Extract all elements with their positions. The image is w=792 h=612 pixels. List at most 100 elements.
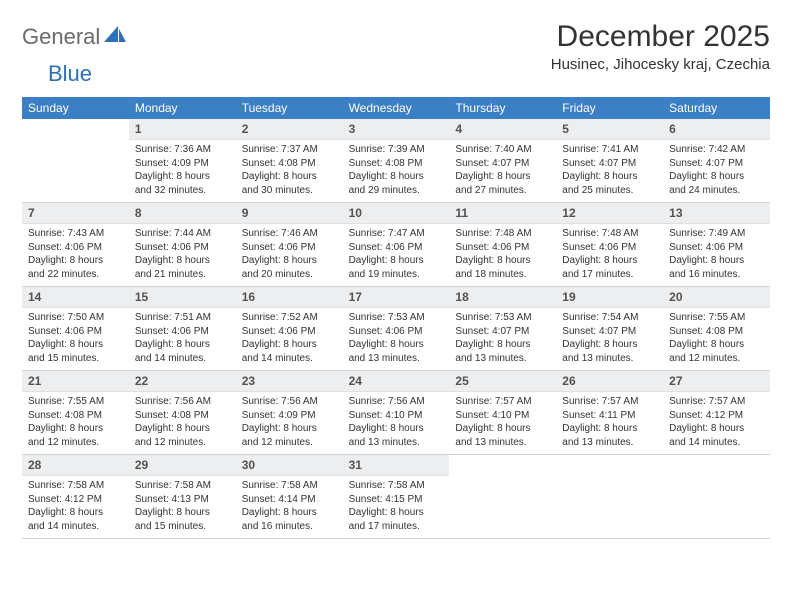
day-details: Sunrise: 7:56 AMSunset: 4:09 PMDaylight:… (236, 392, 343, 454)
sunset-line: Sunset: 4:15 PM (349, 493, 444, 507)
daylight-line-2: and 14 minutes. (242, 352, 337, 366)
empty-cell (663, 455, 770, 539)
daylight-line-2: and 16 minutes. (669, 268, 764, 282)
daylight-line-1: Daylight: 8 hours (135, 254, 230, 268)
day-number: 17 (343, 287, 450, 308)
daylight-line-1: Daylight: 8 hours (135, 506, 230, 520)
sunset-line: Sunset: 4:06 PM (135, 325, 230, 339)
daylight-line-1: Daylight: 8 hours (562, 338, 657, 352)
week-row: 14Sunrise: 7:50 AMSunset: 4:06 PMDayligh… (22, 287, 770, 371)
day-number: 21 (22, 371, 129, 392)
daylight-line-2: and 17 minutes. (562, 268, 657, 282)
day-number: 11 (449, 203, 556, 224)
daylight-line-2: and 14 minutes. (28, 520, 123, 534)
day-details: Sunrise: 7:47 AMSunset: 4:06 PMDaylight:… (343, 224, 450, 286)
day-details: Sunrise: 7:50 AMSunset: 4:06 PMDaylight:… (22, 308, 129, 370)
daylight-line-2: and 13 minutes. (455, 352, 550, 366)
day-cell: 19Sunrise: 7:54 AMSunset: 4:07 PMDayligh… (556, 287, 663, 371)
day-cell: 5Sunrise: 7:41 AMSunset: 4:07 PMDaylight… (556, 119, 663, 203)
day-details: Sunrise: 7:56 AMSunset: 4:08 PMDaylight:… (129, 392, 236, 454)
empty-cell (556, 455, 663, 539)
sunrise-line: Sunrise: 7:40 AM (455, 143, 550, 157)
daylight-line-1: Daylight: 8 hours (349, 506, 444, 520)
sunset-line: Sunset: 4:14 PM (242, 493, 337, 507)
day-details: Sunrise: 7:55 AMSunset: 4:08 PMDaylight:… (22, 392, 129, 454)
calendar: SundayMondayTuesdayWednesdayThursdayFrid… (22, 97, 770, 539)
day-cell: 11Sunrise: 7:48 AMSunset: 4:06 PMDayligh… (449, 203, 556, 287)
daylight-line-2: and 17 minutes. (349, 520, 444, 534)
day-cell: 30Sunrise: 7:58 AMSunset: 4:14 PMDayligh… (236, 455, 343, 539)
daylight-line-2: and 30 minutes. (242, 184, 337, 198)
day-details: Sunrise: 7:53 AMSunset: 4:07 PMDaylight:… (449, 308, 556, 370)
day-number: 24 (343, 371, 450, 392)
day-number: 10 (343, 203, 450, 224)
daylight-line-1: Daylight: 8 hours (135, 338, 230, 352)
day-cell: 22Sunrise: 7:56 AMSunset: 4:08 PMDayligh… (129, 371, 236, 455)
week-row: 1Sunrise: 7:36 AMSunset: 4:09 PMDaylight… (22, 119, 770, 203)
daylight-line-1: Daylight: 8 hours (669, 338, 764, 352)
day-cell: 14Sunrise: 7:50 AMSunset: 4:06 PMDayligh… (22, 287, 129, 371)
daylight-line-2: and 13 minutes. (455, 436, 550, 450)
sunset-line: Sunset: 4:07 PM (669, 157, 764, 171)
sunset-line: Sunset: 4:07 PM (455, 325, 550, 339)
sunrise-line: Sunrise: 7:54 AM (562, 311, 657, 325)
day-number: 8 (129, 203, 236, 224)
day-cell: 20Sunrise: 7:55 AMSunset: 4:08 PMDayligh… (663, 287, 770, 371)
day-number: 29 (129, 455, 236, 476)
sunset-line: Sunset: 4:08 PM (242, 157, 337, 171)
day-details: Sunrise: 7:49 AMSunset: 4:06 PMDaylight:… (663, 224, 770, 286)
empty-cell (22, 119, 129, 203)
daylight-line-2: and 12 minutes. (28, 436, 123, 450)
logo-word-1: General (22, 24, 100, 50)
daylight-line-2: and 27 minutes. (455, 184, 550, 198)
sunset-line: Sunset: 4:06 PM (242, 325, 337, 339)
daylight-line-2: and 14 minutes. (135, 352, 230, 366)
day-details: Sunrise: 7:58 AMSunset: 4:13 PMDaylight:… (129, 476, 236, 538)
day-cell: 6Sunrise: 7:42 AMSunset: 4:07 PMDaylight… (663, 119, 770, 203)
daylight-line-1: Daylight: 8 hours (135, 422, 230, 436)
sunset-line: Sunset: 4:06 PM (28, 241, 123, 255)
day-cell: 31Sunrise: 7:58 AMSunset: 4:15 PMDayligh… (343, 455, 450, 539)
daylight-line-2: and 12 minutes. (669, 352, 764, 366)
day-number: 22 (129, 371, 236, 392)
month-title: December 2025 (551, 20, 770, 54)
day-cell: 1Sunrise: 7:36 AMSunset: 4:09 PMDaylight… (129, 119, 236, 203)
day-details: Sunrise: 7:57 AMSunset: 4:10 PMDaylight:… (449, 392, 556, 454)
sunset-line: Sunset: 4:08 PM (669, 325, 764, 339)
daylight-line-1: Daylight: 8 hours (455, 422, 550, 436)
sunrise-line: Sunrise: 7:57 AM (455, 395, 550, 409)
day-details: Sunrise: 7:56 AMSunset: 4:10 PMDaylight:… (343, 392, 450, 454)
sunset-line: Sunset: 4:11 PM (562, 409, 657, 423)
daylight-line-1: Daylight: 8 hours (135, 170, 230, 184)
sunrise-line: Sunrise: 7:42 AM (669, 143, 764, 157)
sunset-line: Sunset: 4:09 PM (242, 409, 337, 423)
day-details: Sunrise: 7:48 AMSunset: 4:06 PMDaylight:… (556, 224, 663, 286)
day-cell: 3Sunrise: 7:39 AMSunset: 4:08 PMDaylight… (343, 119, 450, 203)
day-details: Sunrise: 7:41 AMSunset: 4:07 PMDaylight:… (556, 140, 663, 202)
daylight-line-1: Daylight: 8 hours (455, 254, 550, 268)
day-number: 26 (556, 371, 663, 392)
day-cell: 4Sunrise: 7:40 AMSunset: 4:07 PMDaylight… (449, 119, 556, 203)
daylight-line-1: Daylight: 8 hours (562, 422, 657, 436)
sunset-line: Sunset: 4:06 PM (349, 325, 444, 339)
sunset-line: Sunset: 4:06 PM (455, 241, 550, 255)
day-cell: 17Sunrise: 7:53 AMSunset: 4:06 PMDayligh… (343, 287, 450, 371)
daylight-line-2: and 12 minutes. (242, 436, 337, 450)
sunrise-line: Sunrise: 7:56 AM (135, 395, 230, 409)
weekday-header: Saturday (663, 97, 770, 119)
sunset-line: Sunset: 4:08 PM (349, 157, 444, 171)
week-row: 7Sunrise: 7:43 AMSunset: 4:06 PMDaylight… (22, 203, 770, 287)
daylight-line-1: Daylight: 8 hours (349, 254, 444, 268)
weekday-header: Monday (129, 97, 236, 119)
sunset-line: Sunset: 4:06 PM (349, 241, 444, 255)
day-number: 1 (129, 119, 236, 140)
sunset-line: Sunset: 4:10 PM (349, 409, 444, 423)
daylight-line-2: and 19 minutes. (349, 268, 444, 282)
sunrise-line: Sunrise: 7:56 AM (242, 395, 337, 409)
sunrise-line: Sunrise: 7:56 AM (349, 395, 444, 409)
daylight-line-2: and 15 minutes. (28, 352, 123, 366)
day-cell: 13Sunrise: 7:49 AMSunset: 4:06 PMDayligh… (663, 203, 770, 287)
sunrise-line: Sunrise: 7:44 AM (135, 227, 230, 241)
day-number: 15 (129, 287, 236, 308)
sunrise-line: Sunrise: 7:52 AM (242, 311, 337, 325)
